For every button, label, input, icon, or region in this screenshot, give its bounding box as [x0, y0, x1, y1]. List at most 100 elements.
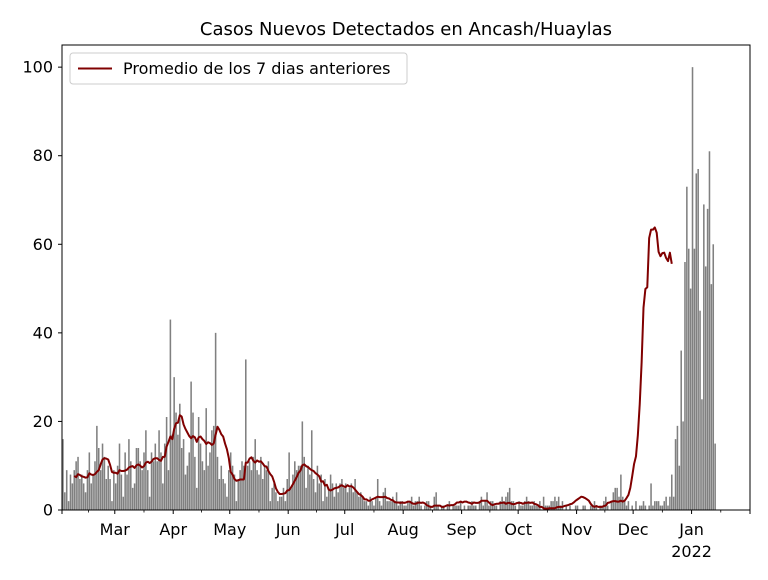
daily-cases-bar	[554, 496, 556, 510]
daily-cases-bar	[105, 479, 108, 510]
daily-cases-bar	[143, 452, 145, 510]
daily-cases-bar	[399, 501, 402, 510]
daily-cases-bar	[286, 479, 289, 510]
daily-cases-bar	[535, 505, 537, 510]
daily-cases-bar	[369, 496, 371, 510]
daily-cases-bar	[635, 501, 637, 510]
daily-cases-bar	[695, 173, 698, 510]
x-tick-label: Sep	[447, 520, 477, 539]
bars-layer	[62, 67, 716, 511]
daily-cases-bar	[620, 474, 622, 510]
daily-cases-bar	[126, 474, 128, 510]
daily-cases-bar	[280, 496, 283, 510]
daily-cases-bar	[307, 465, 309, 510]
daily-cases-bar	[92, 474, 94, 510]
daily-cases-bar	[520, 505, 522, 510]
daily-cases-bar	[420, 505, 422, 510]
x-tick-label: Mar	[100, 520, 131, 539]
daily-cases-bar	[661, 505, 664, 510]
daily-cases-bar	[480, 496, 483, 510]
daily-cases-bar	[160, 452, 162, 510]
line-layer	[73, 226, 673, 510]
daily-cases-bar	[424, 505, 426, 510]
daily-cases-bar	[463, 505, 466, 510]
daily-cases-bar	[150, 452, 153, 510]
daily-cases-bar	[96, 425, 98, 510]
daily-cases-bar	[239, 470, 241, 510]
daily-cases-bar	[107, 465, 109, 510]
daily-cases-bar	[456, 505, 458, 510]
daily-cases-bar	[99, 470, 102, 510]
daily-cases-bar	[284, 501, 287, 510]
daily-cases-bar	[384, 487, 387, 510]
daily-cases-bar	[359, 492, 362, 510]
daily-cases-bar	[248, 461, 251, 510]
daily-cases-bar	[522, 505, 524, 510]
daily-cases-bar	[514, 505, 517, 510]
daily-cases-bar	[290, 487, 292, 510]
daily-cases-bar	[337, 492, 339, 510]
daily-cases-bar	[62, 439, 64, 510]
daily-cases-bar	[386, 501, 388, 510]
daily-cases-bar	[503, 501, 505, 510]
daily-cases-bar	[182, 439, 185, 510]
daily-cases-bar	[542, 496, 545, 510]
daily-cases-bar	[569, 505, 571, 510]
daily-cases-bar	[224, 483, 226, 510]
daily-cases-bar	[128, 439, 130, 510]
daily-cases-bar	[139, 461, 141, 510]
daily-cases-bar	[218, 479, 221, 510]
daily-cases-bar	[606, 505, 609, 510]
daily-cases-bar	[265, 470, 268, 510]
daily-cases-bar	[531, 505, 534, 510]
daily-cases-bar	[327, 487, 330, 510]
daily-cases-bar	[378, 501, 381, 510]
daily-cases-bar	[680, 350, 682, 510]
daily-cases-bar	[90, 483, 92, 510]
daily-cases-bar	[373, 505, 375, 510]
daily-cases-bar	[376, 479, 379, 510]
daily-cases-bar	[312, 479, 315, 510]
y-tick-label: 100	[22, 58, 53, 77]
daily-cases-bar	[452, 505, 454, 510]
daily-cases-bar	[663, 501, 666, 510]
daily-cases-bar	[196, 487, 198, 510]
daily-cases-bar	[97, 448, 100, 510]
daily-cases-bar	[180, 448, 183, 510]
daily-cases-bar	[320, 474, 322, 510]
daily-cases-bar	[130, 461, 132, 510]
daily-cases-bar	[65, 470, 68, 510]
daily-cases-bar	[118, 443, 121, 510]
daily-cases-bar	[141, 470, 143, 510]
daily-cases-bar	[278, 496, 281, 510]
daily-cases-bar	[245, 359, 247, 510]
daily-cases-bar	[508, 487, 511, 510]
daily-cases-bar	[354, 479, 356, 510]
daily-cases-bar	[297, 465, 300, 510]
daily-cases-bar	[712, 244, 715, 511]
daily-cases-bar	[446, 505, 449, 510]
daily-cases-bar	[352, 492, 354, 510]
daily-cases-bar	[131, 487, 134, 510]
x-tick-label: Oct	[504, 520, 532, 539]
daily-cases-bar	[678, 465, 681, 510]
daily-cases-bar	[618, 496, 620, 510]
daily-cases-bar	[295, 470, 298, 510]
daily-cases-bar	[616, 487, 618, 510]
y-tick-label: 40	[33, 323, 53, 342]
y-tick-label: 60	[33, 235, 53, 254]
daily-cases-bar	[706, 208, 709, 511]
daily-cases-bar	[574, 505, 577, 510]
daily-cases-bar	[644, 505, 647, 510]
daily-cases-bar	[401, 501, 404, 510]
daily-cases-bar	[316, 465, 319, 510]
daily-cases-bar	[395, 492, 398, 510]
daily-cases-bar	[114, 483, 117, 510]
daily-cases-bar	[309, 474, 311, 510]
daily-cases-bar	[314, 492, 317, 510]
daily-cases-bar	[162, 483, 164, 510]
daily-cases-bar	[507, 492, 509, 510]
daily-cases-bar	[708, 151, 711, 511]
daily-cases-bar	[103, 456, 106, 510]
x-tick-label: Aug	[388, 520, 419, 539]
